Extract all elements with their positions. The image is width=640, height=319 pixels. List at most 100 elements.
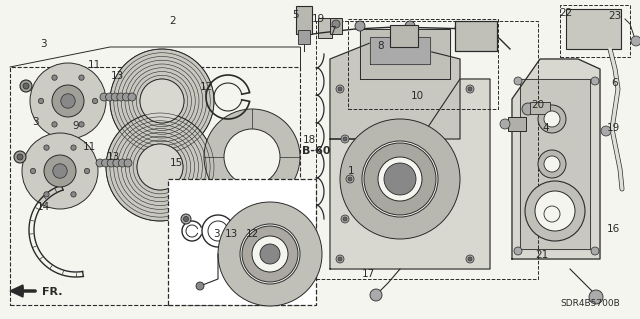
Circle shape — [525, 181, 585, 241]
Text: 3: 3 — [40, 39, 47, 49]
Circle shape — [113, 159, 121, 167]
Bar — [10, 67, 300, 305]
Polygon shape — [10, 285, 23, 297]
Text: B-60: B-60 — [302, 146, 330, 156]
Text: 9: 9 — [72, 121, 79, 131]
Circle shape — [38, 98, 44, 104]
Circle shape — [341, 215, 349, 223]
Circle shape — [44, 155, 76, 187]
Circle shape — [240, 224, 300, 284]
Circle shape — [455, 23, 465, 33]
Circle shape — [22, 133, 98, 209]
Circle shape — [535, 191, 575, 231]
Bar — [348, 19, 498, 109]
Circle shape — [140, 79, 184, 123]
Circle shape — [128, 93, 136, 101]
Circle shape — [538, 105, 566, 133]
Circle shape — [260, 244, 280, 264]
Circle shape — [14, 151, 26, 163]
Circle shape — [52, 85, 84, 117]
Circle shape — [52, 75, 57, 80]
Circle shape — [591, 77, 599, 85]
Text: 16: 16 — [607, 224, 620, 234]
Circle shape — [466, 85, 474, 93]
Text: 21: 21 — [535, 250, 548, 260]
Circle shape — [111, 93, 119, 101]
Circle shape — [341, 135, 349, 143]
Circle shape — [346, 175, 354, 183]
Circle shape — [514, 77, 522, 85]
Circle shape — [122, 93, 131, 101]
Circle shape — [468, 87, 472, 91]
Bar — [566, 9, 621, 49]
Circle shape — [71, 192, 76, 197]
Circle shape — [116, 93, 125, 101]
Text: 11: 11 — [88, 60, 100, 70]
Bar — [316, 21, 538, 279]
Circle shape — [343, 137, 347, 141]
Circle shape — [355, 21, 365, 31]
Circle shape — [252, 236, 288, 272]
Circle shape — [338, 257, 342, 261]
Circle shape — [44, 145, 49, 150]
Text: 8: 8 — [377, 41, 383, 51]
Bar — [318, 18, 332, 38]
Circle shape — [100, 93, 108, 101]
Text: 22: 22 — [559, 8, 572, 19]
Circle shape — [96, 159, 104, 167]
Circle shape — [466, 255, 474, 263]
Circle shape — [106, 93, 114, 101]
Text: 20: 20 — [531, 100, 544, 110]
Circle shape — [84, 168, 90, 174]
Bar — [560, 5, 630, 57]
Circle shape — [52, 122, 57, 127]
Circle shape — [204, 109, 300, 205]
Circle shape — [336, 255, 344, 263]
Circle shape — [370, 289, 382, 301]
Text: 5: 5 — [292, 10, 299, 20]
Circle shape — [124, 159, 132, 167]
Bar — [390, 25, 418, 47]
Text: 1: 1 — [348, 166, 354, 176]
Text: 13: 13 — [111, 71, 124, 81]
Text: 6: 6 — [611, 78, 618, 88]
Circle shape — [364, 143, 436, 215]
Circle shape — [514, 247, 522, 255]
Circle shape — [30, 63, 106, 139]
Circle shape — [338, 87, 342, 91]
Text: 13: 13 — [225, 229, 238, 240]
Text: FR.: FR. — [42, 287, 63, 297]
Bar — [330, 18, 342, 34]
Text: 23: 23 — [608, 11, 621, 21]
Text: 12: 12 — [246, 228, 259, 239]
Circle shape — [23, 83, 29, 89]
Circle shape — [591, 247, 599, 255]
Circle shape — [601, 126, 611, 136]
Polygon shape — [360, 29, 450, 79]
Text: 17: 17 — [362, 269, 375, 279]
Text: 18: 18 — [303, 135, 316, 145]
Polygon shape — [520, 79, 590, 249]
Circle shape — [107, 159, 115, 167]
Text: 14: 14 — [37, 202, 50, 212]
Circle shape — [378, 157, 422, 201]
Circle shape — [181, 214, 191, 224]
Circle shape — [30, 168, 36, 174]
Circle shape — [92, 98, 98, 104]
Circle shape — [71, 145, 76, 150]
Bar — [455, 21, 497, 51]
Polygon shape — [330, 79, 490, 269]
Circle shape — [218, 202, 322, 306]
Polygon shape — [330, 39, 460, 139]
Circle shape — [384, 163, 416, 195]
Circle shape — [61, 94, 76, 108]
Circle shape — [631, 36, 640, 46]
Circle shape — [118, 159, 127, 167]
Circle shape — [106, 113, 214, 221]
Bar — [508, 117, 526, 131]
Circle shape — [224, 129, 280, 185]
Circle shape — [340, 119, 460, 239]
Circle shape — [110, 49, 214, 153]
Circle shape — [79, 122, 84, 127]
Circle shape — [500, 119, 510, 129]
